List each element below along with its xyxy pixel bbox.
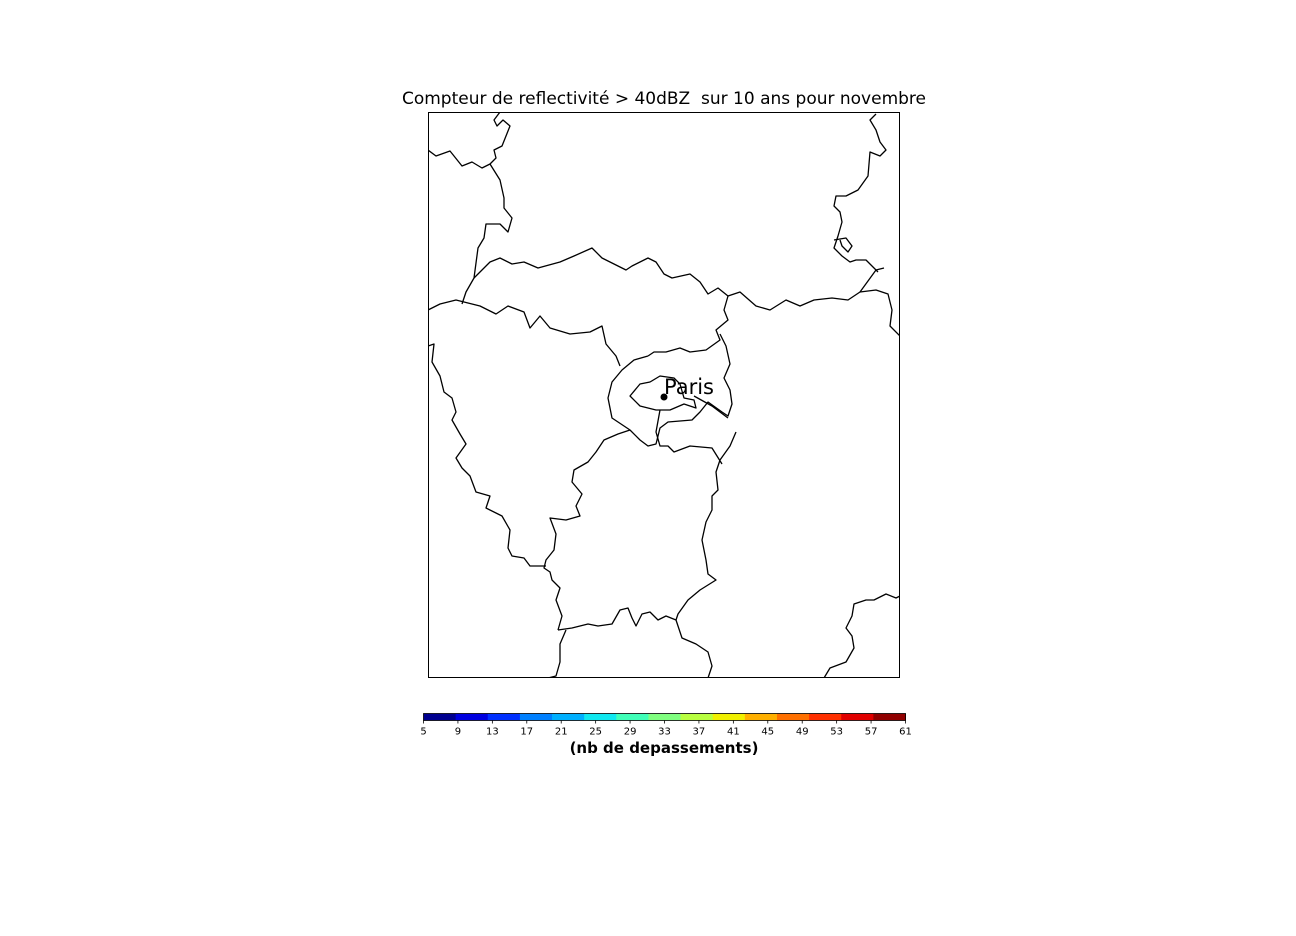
colorbar-segment [809,713,842,721]
colorbar-tick-label: 53 [830,727,843,738]
border-essonne-south [557,607,677,631]
colorbar-segment [776,713,810,721]
border-loiret-west [547,629,567,678]
colorbar-tick-label: 45 [761,727,774,738]
border-val-doise [428,299,621,367]
colorbar-segment [487,713,521,721]
border-east-mid [859,289,900,337]
colorbar-segment [584,713,617,721]
colorbar-tick-label: 61 [899,727,912,738]
colorbar-segment [616,713,649,721]
map-title: Compteur de reflectivité > 40dBZ sur 10 … [401,89,927,109]
border-east-hook [833,237,853,253]
colorbar-segment [648,713,682,721]
colorbar-tick-label: 5 [420,727,426,738]
border-seine-marne-west [675,431,737,621]
colorbar-tick-label: 21 [555,727,568,738]
border-petite-couronne [607,333,733,447]
border-paris [629,375,697,411]
colorbar-segments [423,713,906,721]
colorbar-segment [841,713,874,721]
colorbar-tick-label: 37 [693,727,706,738]
map-border [428,112,900,678]
colorbar-tick-label: 41 [727,727,740,738]
colorbar-tick-label: 17 [520,727,533,738]
city-label-paris: Paris [664,375,714,399]
border-yvelines-west [428,343,546,567]
colorbar-tick-label: 29 [624,727,637,738]
colorbar-segment [873,713,906,721]
border-val-doise-east [647,295,729,357]
colorbar-tick-label: 49 [796,727,809,738]
colorbar-ticks: 5 9 13 17 21 25 29 33 37 41 45 49 53 57 61 [420,720,912,738]
border-inner-south [655,409,723,465]
colorbar-segment [423,713,457,721]
paris-marker-icon [660,393,668,401]
border-inner-east [693,395,729,419]
border-oise-south [473,247,885,311]
border-loiret-east [675,619,713,678]
region-borders [428,112,900,678]
colorbar-segment [680,713,714,721]
colorbar-label: (nb de depassements) [569,739,759,757]
colorbar-segment [519,713,553,721]
colorbar-tick-label: 25 [589,727,602,738]
colorbar-segment [712,713,746,721]
colorbar-segment [552,713,585,721]
colorbar-tick-label: 33 [658,727,671,738]
colorbar-tick-label: 9 [455,727,461,738]
border-north-west [428,112,511,169]
border-south-east [823,593,900,678]
colorbar-segment [455,713,489,721]
colorbar-tick-label: 13 [486,727,499,738]
colorbar-tick-label: 57 [865,727,878,738]
border-essonne-north [543,429,631,631]
colorbar-segment [744,713,778,721]
border-east-north [833,113,887,273]
